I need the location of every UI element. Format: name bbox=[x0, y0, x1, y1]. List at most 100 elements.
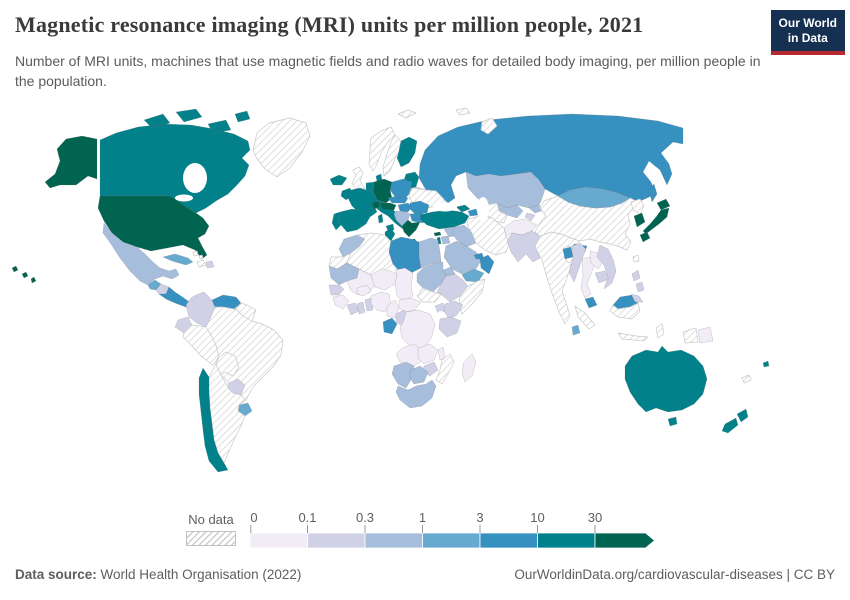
country-philippines[interactable] bbox=[630, 269, 645, 303]
country-myanmar[interactable] bbox=[568, 242, 587, 283]
country-norway[interactable] bbox=[368, 126, 396, 172]
country-poland[interactable] bbox=[389, 178, 413, 199]
legend-tick-label: 30 bbox=[588, 512, 602, 525]
chart-subtitle: Number of MRI units, machines that use m… bbox=[15, 53, 761, 90]
country-mongolia[interactable] bbox=[557, 186, 631, 209]
country-ghana[interactable] bbox=[356, 301, 366, 315]
country-yemen[interactable] bbox=[461, 268, 485, 283]
country-chad[interactable] bbox=[394, 267, 414, 302]
legend-bin-6[interactable] bbox=[594, 532, 656, 549]
country-sri-lanka[interactable] bbox=[571, 324, 581, 336]
country-netherlands-belgium[interactable] bbox=[365, 181, 375, 192]
country-south-sudan[interactable] bbox=[416, 287, 442, 303]
country-bahamas[interactable] bbox=[192, 250, 204, 260]
country-south-korea[interactable] bbox=[633, 212, 646, 228]
legend-colorbar: 0 0.1 0.3 1 3 10 30 bbox=[249, 510, 670, 555]
country-somalia[interactable] bbox=[458, 278, 486, 315]
credit-link[interactable]: OurWorldinData.org/cardiovascular-diseas… bbox=[514, 567, 835, 582]
country-indonesia[interactable] bbox=[574, 302, 699, 344]
sea-black-sea bbox=[433, 202, 457, 212]
country-botswana[interactable] bbox=[409, 365, 429, 385]
country-namibia[interactable] bbox=[391, 361, 415, 389]
country-saudi-arabia[interactable] bbox=[443, 240, 483, 276]
country-fiji[interactable] bbox=[762, 360, 770, 368]
legend-bin-3[interactable] bbox=[422, 532, 481, 549]
owid-logo-line2: in Data bbox=[787, 31, 828, 45]
country-japan[interactable] bbox=[639, 198, 671, 243]
country-new-zealand[interactable] bbox=[721, 408, 749, 434]
chart-title: Magnetic resonance imaging (MRI) units p… bbox=[15, 12, 644, 37]
country-madagascar[interactable] bbox=[461, 353, 477, 383]
country-russia[interactable] bbox=[418, 113, 684, 204]
legend-bin-2[interactable] bbox=[364, 532, 423, 549]
country-cambodia[interactable] bbox=[594, 270, 610, 284]
country-chile[interactable] bbox=[198, 367, 229, 473]
legend-tick-label: 1 bbox=[419, 512, 426, 525]
legend-bin-4[interactable] bbox=[479, 532, 538, 549]
country-austria[interactable] bbox=[379, 202, 397, 211]
country-burkina-faso[interactable] bbox=[356, 284, 372, 297]
country-bangladesh[interactable] bbox=[562, 246, 574, 260]
country-malawi[interactable] bbox=[437, 346, 446, 361]
country-cuba[interactable] bbox=[162, 253, 194, 266]
country-egypt[interactable] bbox=[418, 237, 442, 269]
legend-tick-label: 10 bbox=[530, 512, 544, 525]
country-romania[interactable] bbox=[409, 200, 430, 215]
country-mozambique[interactable] bbox=[435, 353, 455, 385]
country-united-states[interactable] bbox=[11, 135, 210, 284]
country-china[interactable] bbox=[534, 195, 639, 251]
legend-bin-5[interactable] bbox=[537, 532, 596, 549]
country-czechia-slovakia[interactable] bbox=[387, 195, 409, 204]
country-hungary[interactable] bbox=[397, 202, 413, 213]
country-kenya[interactable] bbox=[443, 300, 464, 320]
country-greenland[interactable] bbox=[252, 117, 311, 178]
owid-logo[interactable]: Our World in Data bbox=[770, 10, 845, 55]
country-libya[interactable] bbox=[388, 236, 422, 274]
chart-footer: Data source: World Health Organisation (… bbox=[15, 567, 835, 582]
country-pakistan[interactable] bbox=[506, 230, 541, 263]
country-cyprus[interactable] bbox=[433, 231, 442, 237]
country-iran[interactable] bbox=[466, 215, 511, 256]
data-source-text: World Health Organisation (2022) bbox=[100, 567, 302, 582]
country-spain[interactable] bbox=[337, 208, 371, 233]
legend-tick-label: 0.1 bbox=[298, 512, 316, 525]
country-united-arab-emirates[interactable] bbox=[473, 252, 485, 260]
country-tajikistan[interactable] bbox=[524, 212, 536, 222]
country-tunisia[interactable] bbox=[384, 227, 396, 242]
country-south-africa[interactable] bbox=[395, 379, 437, 409]
country-cameroon[interactable] bbox=[386, 299, 400, 319]
country-arctic-islands[interactable] bbox=[397, 107, 498, 135]
country-iceland[interactable] bbox=[329, 174, 348, 186]
country-switzerland[interactable] bbox=[371, 200, 381, 210]
country-central-african-republic[interactable] bbox=[398, 297, 422, 313]
country-vietnam[interactable] bbox=[596, 244, 617, 290]
country-iraq[interactable] bbox=[451, 224, 477, 248]
country-portugal[interactable] bbox=[331, 211, 342, 231]
legend-bin-0[interactable] bbox=[249, 532, 308, 549]
country-senegal[interactable] bbox=[328, 284, 345, 296]
country-jordan[interactable] bbox=[440, 235, 451, 245]
country-gabon[interactable] bbox=[382, 317, 398, 335]
country-finland[interactable] bbox=[396, 136, 418, 168]
country-haiti[interactable] bbox=[196, 259, 207, 268]
country-mexico[interactable] bbox=[102, 222, 180, 286]
country-tanzania[interactable] bbox=[438, 316, 462, 338]
legend-bin-1[interactable] bbox=[307, 532, 366, 549]
country-australia[interactable] bbox=[624, 345, 708, 427]
country-canada[interactable] bbox=[99, 108, 251, 214]
country-zambia[interactable] bbox=[417, 343, 439, 365]
country-north-korea[interactable] bbox=[630, 198, 645, 215]
country-oman[interactable] bbox=[479, 254, 495, 275]
country-new-caledonia[interactable] bbox=[741, 374, 752, 384]
sea-great-lakes bbox=[175, 194, 193, 202]
country-georgia[interactable] bbox=[455, 204, 471, 213]
country-france[interactable] bbox=[347, 187, 378, 218]
legend-no-data[interactable]: No data bbox=[186, 512, 236, 546]
country-papua-new-guinea[interactable] bbox=[697, 326, 714, 344]
country-dominican-republic[interactable] bbox=[205, 260, 215, 269]
country-guinea[interactable] bbox=[332, 294, 350, 310]
country-taiwan[interactable] bbox=[632, 254, 640, 263]
country-kazakhstan[interactable] bbox=[465, 171, 546, 209]
country-angola[interactable] bbox=[395, 343, 423, 369]
